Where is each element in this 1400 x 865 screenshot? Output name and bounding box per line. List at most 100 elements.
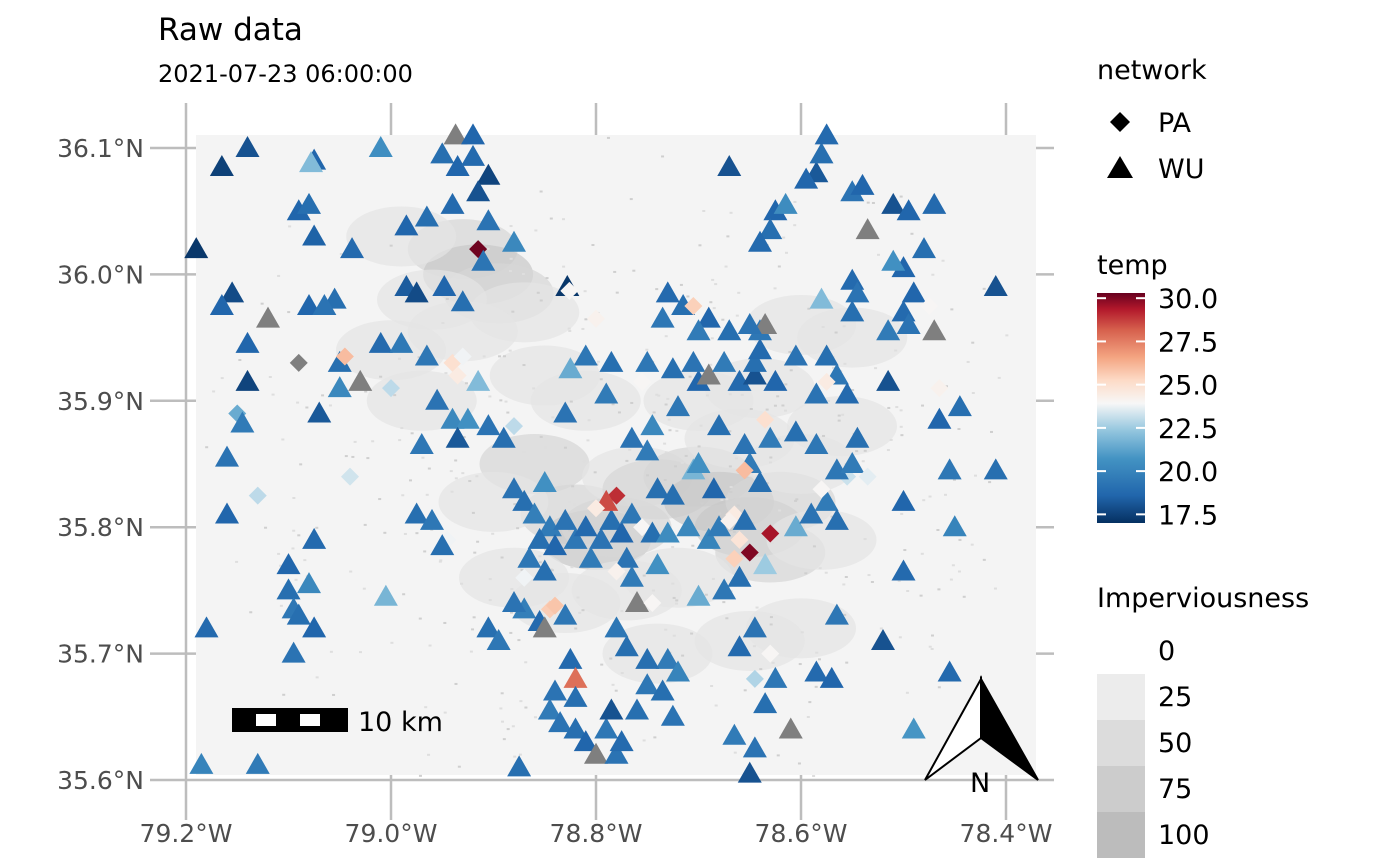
impervious-speck [349, 570, 353, 573]
impervious-speck [418, 617, 422, 620]
pa-station-point [761, 644, 780, 663]
wu-station-point [215, 445, 239, 467]
wu-station-point [707, 515, 731, 537]
impervious-speck [663, 442, 667, 445]
scale-bar-label: 10 km [358, 707, 443, 738]
pa-station-point [560, 281, 579, 300]
impervious-speck [944, 493, 948, 496]
impervious-speck [827, 399, 831, 402]
impervious-speck [844, 575, 848, 578]
impervious-speck [937, 588, 941, 591]
impervious-speck [220, 377, 224, 380]
wu-station-point [476, 209, 501, 231]
wu-station-point [553, 401, 578, 423]
wu-station-point [732, 508, 757, 530]
impervious-speck [931, 273, 935, 276]
impervious-speck [749, 407, 753, 410]
wu-station-point [609, 521, 634, 543]
pa-station-point [515, 568, 534, 587]
impervious-speck [974, 474, 978, 477]
wu-station-point [312, 294, 337, 315]
impervious-speck [401, 494, 405, 497]
impervious-speck [645, 348, 649, 351]
wu-station-point [773, 192, 798, 214]
impervious-speck [501, 720, 505, 723]
wu-station-point [476, 616, 501, 638]
wu-station-point [491, 426, 516, 448]
impervious-speck [587, 419, 591, 422]
impervious-speck [920, 552, 924, 555]
impervious-speck [212, 390, 216, 393]
impervious-speck [837, 414, 841, 417]
pa-station-point [341, 467, 359, 486]
impervious-speck [674, 465, 678, 468]
impervious-speck [620, 610, 624, 613]
impervious-speck [681, 654, 685, 657]
triangle-shape-icon [1107, 156, 1133, 178]
impervious-speck [617, 411, 621, 414]
wu-station-point [635, 439, 660, 461]
impervious-speck [438, 560, 442, 563]
wu-station-point [532, 616, 557, 638]
impervious-speck [461, 472, 465, 475]
impervious-speck [667, 418, 671, 421]
impervious-speck [499, 399, 503, 402]
wu-station-point [286, 603, 311, 625]
impervious-speck [630, 401, 634, 404]
wu-station-point [814, 344, 839, 366]
impervious-speck [997, 376, 1001, 379]
impervious-speck [582, 460, 586, 463]
wu-station-point [553, 508, 578, 530]
pa-station-point [546, 596, 564, 615]
impervious-speck [845, 661, 849, 664]
wu-station-point [348, 369, 373, 391]
wu-station-point [368, 136, 393, 157]
impervious-speck [804, 572, 808, 575]
impervious-speck [899, 409, 903, 412]
impervious-patch [746, 598, 856, 659]
wu-station-point [614, 635, 639, 657]
impervious-speck [445, 297, 449, 300]
impervious-speck [655, 393, 659, 396]
wu-station-point [824, 508, 849, 530]
impervious-speck [502, 355, 506, 358]
impervious-speck [657, 394, 661, 397]
x-tick-label: 78.8°W [550, 819, 643, 848]
impervious-speck [707, 526, 711, 529]
impervious-speck [500, 692, 504, 695]
wu-station-point [432, 275, 457, 297]
legend-temp-tick-label: 22.5 [1158, 414, 1218, 445]
impervious-speck [567, 327, 571, 330]
legend-imperviousness-swatch [1097, 674, 1145, 720]
impervious-speck [906, 590, 910, 593]
impervious-speck [842, 583, 846, 586]
impervious-speck [834, 331, 838, 334]
impervious-speck [264, 526, 268, 529]
legend-imperviousness-swatch [1097, 812, 1145, 858]
impervious-speck [989, 430, 993, 433]
impervious-speck [441, 322, 445, 325]
impervious-speck [583, 290, 587, 293]
wu-station-point [742, 350, 767, 372]
impervious-speck [444, 372, 448, 375]
wu-station-point [548, 711, 573, 733]
wu-station-point [686, 452, 711, 473]
impervious-speck [886, 449, 890, 452]
impervious-speck [988, 481, 992, 484]
impervious-speck [725, 498, 729, 501]
impervious-speck [599, 378, 603, 381]
impervious-speck [397, 357, 401, 360]
impervious-speck [887, 406, 891, 409]
pa-station-point [382, 379, 400, 398]
impervious-speck [279, 564, 283, 567]
wu-station-point [650, 679, 675, 701]
wu-station-point [840, 180, 865, 202]
impervious-speck [410, 432, 414, 435]
impervious-speck [778, 509, 782, 512]
wu-station-point [896, 199, 921, 221]
impervious-speck [473, 551, 477, 554]
wu-station-point [942, 515, 967, 537]
x-axis: 79.2°W 79.0°W 78.8°W 78.6°W 78.4°W [140, 819, 1053, 848]
impervious-speck [770, 541, 774, 544]
pa-station-point [761, 524, 780, 543]
